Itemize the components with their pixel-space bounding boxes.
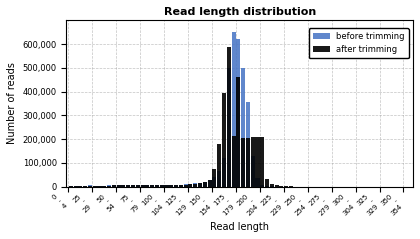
- Bar: [155, 185, 159, 187]
- Bar: [107, 185, 111, 187]
- Bar: [121, 185, 126, 187]
- Bar: [198, 183, 202, 187]
- Bar: [141, 185, 144, 187]
- Bar: [136, 185, 140, 187]
- Bar: [145, 185, 150, 187]
- Bar: [160, 185, 164, 187]
- Bar: [69, 186, 73, 187]
- Legend: before trimming, after trimming: before trimming, after trimming: [309, 28, 409, 59]
- Bar: [74, 186, 78, 187]
- Bar: [69, 186, 73, 187]
- Bar: [203, 182, 207, 187]
- Bar: [169, 185, 173, 187]
- Bar: [246, 102, 250, 187]
- Bar: [102, 185, 106, 187]
- Bar: [236, 77, 240, 187]
- Bar: [270, 184, 274, 187]
- Bar: [78, 186, 82, 187]
- Y-axis label: Number of reads: Number of reads: [7, 63, 17, 144]
- Bar: [241, 138, 245, 187]
- Bar: [213, 169, 216, 187]
- Bar: [165, 185, 168, 187]
- Bar: [227, 47, 231, 187]
- Bar: [198, 183, 202, 187]
- Bar: [88, 185, 92, 187]
- Bar: [241, 68, 245, 187]
- Bar: [222, 93, 226, 187]
- Bar: [155, 185, 159, 187]
- Bar: [97, 186, 102, 187]
- Bar: [150, 185, 154, 187]
- Bar: [107, 185, 111, 187]
- Bar: [117, 185, 121, 187]
- Bar: [174, 185, 178, 187]
- Bar: [265, 179, 269, 187]
- Title: Read length distribution: Read length distribution: [164, 7, 316, 17]
- Bar: [126, 185, 130, 187]
- Bar: [165, 185, 168, 187]
- Bar: [189, 184, 192, 187]
- Bar: [174, 185, 178, 187]
- Bar: [275, 185, 278, 187]
- Bar: [112, 185, 116, 187]
- Bar: [179, 185, 183, 187]
- Bar: [203, 182, 207, 187]
- Bar: [236, 39, 240, 187]
- Bar: [131, 185, 135, 187]
- Bar: [255, 178, 260, 187]
- Bar: [160, 185, 164, 187]
- Bar: [231, 136, 236, 187]
- Bar: [193, 184, 197, 187]
- Bar: [207, 180, 212, 187]
- Bar: [184, 185, 188, 187]
- Bar: [251, 156, 255, 187]
- Bar: [83, 186, 87, 187]
- Bar: [141, 185, 144, 187]
- Bar: [150, 185, 154, 187]
- Bar: [102, 186, 106, 187]
- Bar: [265, 186, 269, 187]
- Bar: [231, 32, 236, 187]
- Bar: [255, 137, 260, 187]
- Bar: [136, 185, 140, 187]
- Bar: [184, 185, 188, 187]
- Bar: [93, 186, 97, 187]
- Bar: [112, 185, 116, 187]
- Bar: [74, 186, 78, 187]
- Bar: [117, 185, 121, 187]
- Bar: [246, 138, 250, 187]
- Bar: [83, 186, 87, 187]
- Bar: [169, 185, 173, 187]
- Bar: [222, 158, 226, 187]
- Bar: [217, 144, 221, 187]
- Bar: [279, 186, 284, 187]
- Bar: [217, 171, 221, 187]
- Bar: [227, 68, 231, 187]
- Bar: [260, 185, 264, 187]
- Bar: [213, 177, 216, 187]
- Bar: [179, 185, 183, 187]
- Bar: [126, 185, 130, 187]
- Bar: [97, 186, 102, 187]
- Bar: [88, 186, 92, 187]
- Bar: [207, 180, 212, 187]
- Bar: [121, 185, 126, 187]
- Bar: [193, 184, 197, 187]
- Bar: [189, 184, 192, 187]
- Bar: [251, 137, 255, 187]
- Bar: [93, 186, 97, 187]
- Bar: [78, 186, 82, 187]
- Bar: [131, 185, 135, 187]
- X-axis label: Read length: Read length: [210, 222, 269, 232]
- Bar: [145, 185, 150, 187]
- Bar: [260, 137, 264, 187]
